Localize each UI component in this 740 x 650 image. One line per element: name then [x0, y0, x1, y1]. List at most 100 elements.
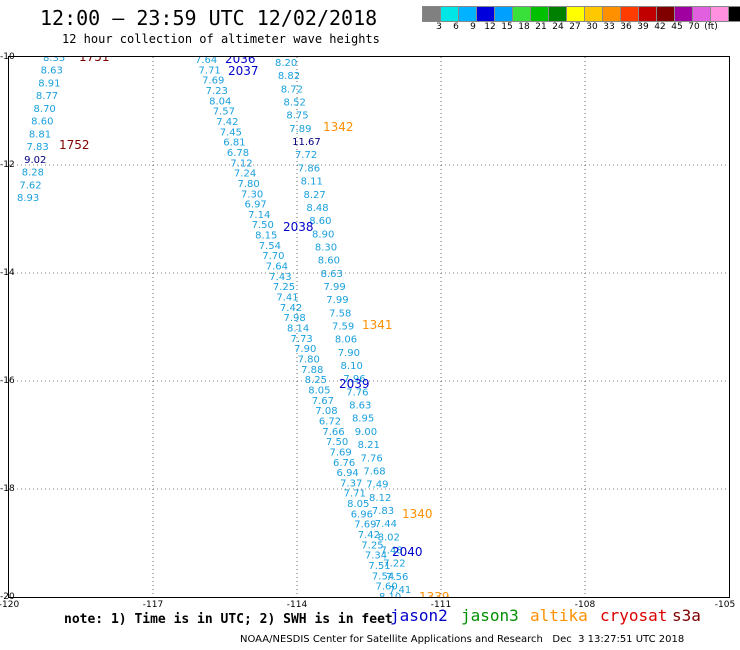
altika-wave-value: 8.90: [312, 229, 334, 240]
altika-wave-value: 7.89: [289, 124, 311, 135]
jason2-wave-value: 7.69: [354, 520, 376, 531]
jason2-wave-value: 6.96: [351, 509, 373, 520]
orbit-time-label: 2039: [339, 377, 370, 391]
altika-wave-value: 8.12: [369, 493, 391, 504]
color-swatch: [674, 6, 693, 22]
orbit-time-label: 1341: [362, 318, 393, 332]
orbit-time-label: 2040: [392, 545, 423, 559]
color-swatch: [638, 6, 657, 22]
jason2-wave-value: 7.67: [312, 396, 334, 407]
orbit-time-label: 1339: [419, 590, 450, 597]
color-scale-label: 12: [484, 22, 496, 32]
lon-tick-label: -114: [286, 600, 308, 610]
jason2-wave-value: 7.57: [213, 107, 235, 118]
lat-tick-label: -18: [0, 484, 15, 494]
altika-wave-value: 7.59: [332, 322, 354, 333]
altika-wave-value: 8.30: [315, 242, 337, 253]
page-title: 12:00 — 23:59 UTC 12/02/2018: [40, 6, 378, 30]
jason2-wave-value: 7.54: [372, 571, 394, 582]
footer-note: note: 1) Time is in UTC; 2) SWH is in fe…: [64, 612, 393, 627]
jason2-wave-value: 6.97: [245, 200, 267, 211]
jason2-wave-value: 7.24: [234, 169, 256, 180]
color-swatch: [548, 6, 567, 22]
jason2-wave-value: 7.64: [266, 262, 288, 273]
jason2-wave-value: 8.05: [347, 499, 369, 510]
orbit-time-label: 2037: [228, 64, 259, 78]
altika-wave-value: 8.82: [278, 71, 300, 82]
color-swatch: [566, 6, 585, 22]
altika-wave-value: 8.21: [358, 440, 380, 451]
altika-wave-value: 11.67: [292, 137, 321, 148]
color-scale-labels: 3 6 9 12 15 18 21 24 27 30 33 36 39 42 45 70 (ft): [422, 22, 740, 36]
cryosat-wave-value: 8.35: [43, 57, 65, 64]
jason2-wave-value: 7.80: [298, 354, 320, 365]
color-scale-label: 45: [671, 22, 683, 32]
jason2-wave-value: 7.69: [202, 76, 224, 87]
satellite-legend-jason3: jason3: [461, 606, 519, 625]
color-swatch: [476, 6, 495, 22]
color-scale-label: 33: [603, 22, 615, 32]
jason2-wave-value: 8.04: [209, 96, 231, 107]
jason2-wave-value: 8.14: [287, 324, 309, 335]
color-scale-label: 9: [470, 22, 476, 32]
jason2-wave-value: 7.25: [361, 540, 383, 551]
altika-wave-value: 8.11: [301, 177, 323, 188]
orbit-time-label: 1340: [402, 507, 433, 521]
cryosat-wave-value: 8.81: [29, 129, 51, 140]
orbit-time-label: 2038: [283, 220, 314, 234]
altika-wave-value: 8.20: [275, 58, 297, 69]
color-scale-label: 39: [637, 22, 649, 32]
altika-wave-value: 8.60: [309, 216, 331, 227]
altika-wave-value: 7.48: [380, 545, 402, 556]
color-scale-label: 21: [535, 22, 547, 32]
color-scale-label: 30: [586, 22, 598, 32]
jason2-wave-value: 7.12: [230, 158, 252, 169]
color-swatch: [692, 6, 711, 22]
color-scale-label: 70: [688, 22, 700, 32]
jason2-wave-value: 7.41: [276, 293, 298, 304]
color-scale-bar: [422, 6, 740, 22]
altika-wave-value: 8.48: [306, 203, 328, 214]
cryosat-wave-value: 8.91: [38, 78, 60, 89]
color-swatch: [512, 6, 531, 22]
jason2-wave-value: 8.05: [308, 385, 330, 396]
cryosat-wave-value: 8.60: [31, 117, 53, 128]
altika-wave-value: 8.02: [378, 532, 400, 543]
jason2-wave-value: 8.25: [305, 375, 327, 386]
jason2-wave-value: 6.78: [227, 148, 249, 159]
color-swatch: [494, 6, 513, 22]
altika-wave-value: 7.86: [298, 163, 320, 174]
lat-tick-label: -12: [0, 160, 15, 170]
map-plot: 8.35 8.63 8.91 8.77 8.70 8.60 8.81 7.83 9.02 8.28…: [8, 50, 730, 604]
cryosat-wave-value: 8.93: [17, 193, 39, 204]
altika-wave-value: 8.52: [284, 98, 306, 109]
lon-tick-label: -120: [0, 600, 20, 610]
color-scale-label: 18: [518, 22, 530, 32]
altika-wave-value: 7.68: [363, 466, 385, 477]
lon-tick-label: -111: [430, 600, 452, 610]
cryosat-wave-value: 8.63: [41, 66, 63, 77]
color-scale-label: 42: [654, 22, 666, 32]
color-scale-label: 15: [501, 22, 513, 32]
jason2-wave-value: 7.34: [365, 551, 387, 562]
altika-wave-value: 7.56: [386, 572, 408, 583]
altika-wave-value: 7.58: [329, 308, 351, 319]
altika-wave-value: 7.99: [326, 295, 348, 306]
jason2-wave-value: 7.37: [340, 478, 362, 489]
orbit-time-label: 1342: [323, 120, 354, 134]
satellite-legend-cryosat: cryosat: [600, 606, 668, 625]
altika-wave-value: 8.63: [349, 401, 371, 412]
jason2-wave-value: 6.76: [333, 458, 355, 469]
altika-wave-value: 7.76: [361, 453, 383, 464]
color-scale-label: 24: [552, 22, 564, 32]
altika-wave-value: 8.95: [352, 414, 374, 425]
color-swatch: [656, 6, 675, 22]
jason2-wave-value: 7.71: [344, 489, 366, 500]
jason2-wave-value: 7.71: [199, 65, 221, 76]
jason2-wave-value: 7.64: [195, 57, 217, 66]
altika-wave-value: 7.76: [346, 387, 368, 398]
jason2-wave-value: 7.60: [375, 582, 397, 593]
jason2-wave-value: 7.50: [252, 220, 274, 231]
jason2-wave-value: 7.42: [280, 303, 302, 314]
color-scale-label: 6: [453, 22, 459, 32]
